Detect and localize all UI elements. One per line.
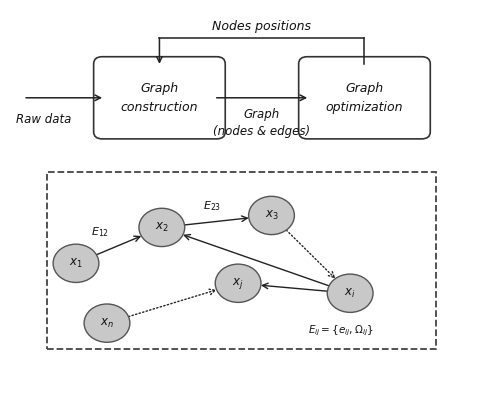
Text: $E_{ij} = \{e_{ij}, \Omega_{ij}\}$: $E_{ij} = \{e_{ij}, \Omega_{ij}\}$	[307, 323, 373, 338]
Circle shape	[215, 264, 261, 302]
Bar	[48, 172, 435, 349]
Circle shape	[84, 304, 130, 342]
Text: $x_3$: $x_3$	[264, 209, 278, 222]
Circle shape	[53, 244, 99, 283]
Text: Graph
construction: Graph construction	[120, 82, 198, 114]
FancyBboxPatch shape	[298, 57, 430, 139]
Text: $x_j$: $x_j$	[232, 276, 243, 291]
FancyBboxPatch shape	[94, 57, 225, 139]
Text: Graph
(nodes & edges): Graph (nodes & edges)	[213, 108, 310, 138]
Text: $x_i$: $x_i$	[344, 287, 355, 300]
Text: $x_1$: $x_1$	[69, 257, 83, 270]
Text: $x_2$: $x_2$	[155, 221, 168, 234]
Text: Raw data: Raw data	[16, 113, 72, 126]
Text: Nodes positions: Nodes positions	[212, 20, 311, 33]
Circle shape	[248, 196, 294, 235]
Text: Graph
optimization: Graph optimization	[325, 82, 402, 114]
Circle shape	[326, 274, 372, 312]
Text: $E_{23}$: $E_{23}$	[203, 199, 220, 214]
Text: $E_{12}$: $E_{12}$	[91, 226, 109, 239]
Circle shape	[139, 208, 184, 247]
Text: $x_n$: $x_n$	[100, 317, 114, 330]
